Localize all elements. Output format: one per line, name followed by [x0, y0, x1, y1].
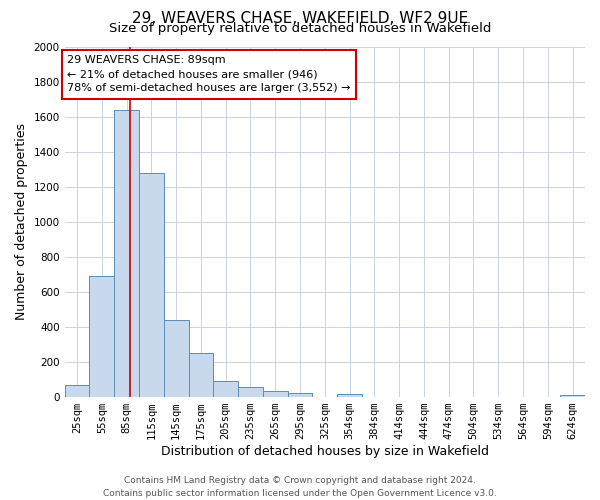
Bar — [188, 353, 214, 397]
Bar — [114, 110, 139, 397]
Text: Size of property relative to detached houses in Wakefield: Size of property relative to detached ho… — [109, 22, 491, 35]
Bar — [164, 320, 188, 396]
Bar — [89, 276, 114, 396]
Bar — [337, 394, 362, 396]
Y-axis label: Number of detached properties: Number of detached properties — [15, 123, 28, 320]
Bar — [65, 385, 89, 396]
Text: 29, WEAVERS CHASE, WAKEFIELD, WF2 9UE: 29, WEAVERS CHASE, WAKEFIELD, WF2 9UE — [132, 11, 468, 26]
Text: Contains HM Land Registry data © Crown copyright and database right 2024.
Contai: Contains HM Land Registry data © Crown c… — [103, 476, 497, 498]
Bar — [263, 392, 287, 396]
X-axis label: Distribution of detached houses by size in Wakefield: Distribution of detached houses by size … — [161, 444, 489, 458]
Bar — [139, 172, 164, 396]
Bar — [238, 387, 263, 396]
Bar — [287, 393, 313, 396]
Bar — [560, 395, 585, 396]
Bar — [214, 381, 238, 396]
Text: 29 WEAVERS CHASE: 89sqm
← 21% of detached houses are smaller (946)
78% of semi-d: 29 WEAVERS CHASE: 89sqm ← 21% of detache… — [67, 56, 351, 94]
